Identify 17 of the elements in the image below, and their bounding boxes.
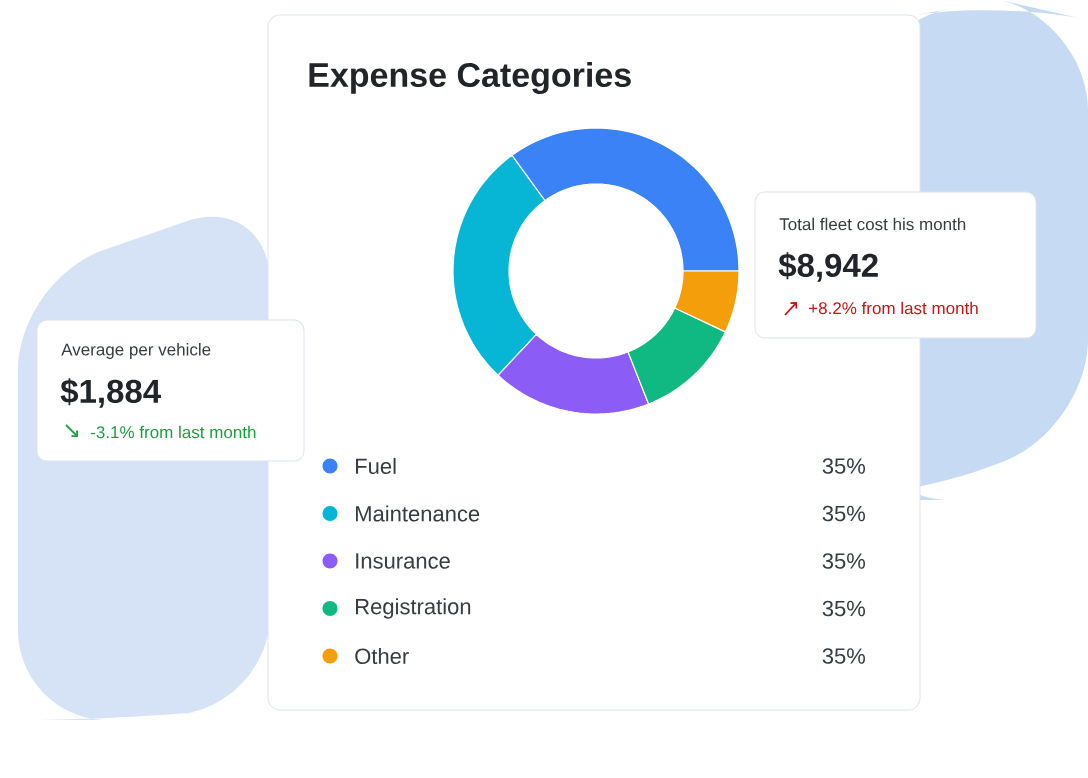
legend-label: Registration	[356, 598, 471, 619]
legend-label: Insurance	[356, 553, 450, 569]
text: -3.1% from last month	[90, 425, 256, 439]
legend-label: Other	[355, 647, 409, 665]
text: +8.2% from last month	[809, 301, 978, 315]
legend-label: Maintenance	[356, 505, 480, 522]
text: Average per vehicle	[61, 343, 211, 359]
text: 35%	[822, 458, 866, 474]
text: Total fleet cost his month	[779, 217, 966, 231]
text: 35%	[822, 553, 866, 569]
text: 35%	[822, 648, 866, 664]
text: 35%	[822, 600, 866, 617]
text: 35%	[822, 505, 866, 522]
legend-label: Fuel	[356, 457, 396, 475]
chart-title: Expense Categories	[309, 62, 631, 94]
text: $1,884	[60, 378, 161, 408]
text: $8,942	[778, 252, 878, 282]
